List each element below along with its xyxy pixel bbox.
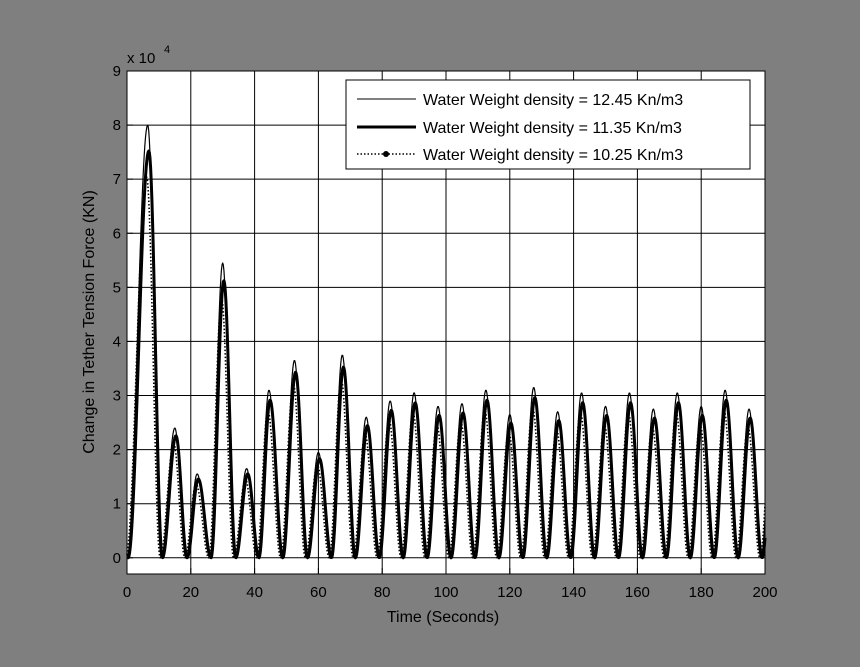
x-tick-label: 140 [561,584,586,601]
x-tick-label: 180 [689,584,714,601]
y-tick-label: 4 [113,333,121,350]
x-tick-label: 160 [625,584,650,601]
x-tick-label: 40 [246,584,263,601]
y-axis-title: Change in Tether Tension Force (KN) [81,190,98,454]
y-multiplier-base: x 10 [127,50,155,67]
x-tick-label: 100 [433,584,458,601]
x-tick-label: 200 [752,584,777,601]
x-tick-label: 120 [497,584,522,601]
y-tick-label: 5 [113,279,121,296]
y-tick-label: 0 [113,550,121,567]
y-tick-label: 3 [113,388,121,405]
x-tick-label: 80 [374,584,391,601]
series-line-11-35 [126,149,767,560]
series-lines [126,124,767,560]
legend-entry-1: Water Weight density = 12.45 Kn/m3 [423,92,683,109]
x-axis-title: Time (Seconds) [387,609,499,626]
y-tick-label: 9 [113,63,121,80]
ticks: 0 20 40 60 80 100 120 140 160 180 200 0 1 2 3 4 5 6 7 8 9 [113,63,778,601]
y-tick-label: 1 [113,496,121,513]
y-tick-label: 2 [113,442,121,459]
legend: Water Weight density = 12.45 Kn/m3 Water… [345,79,751,170]
y-tick-label: 7 [113,171,121,188]
legend-entry-2: Water Weight density = 11.35 Kn/m3 [423,120,682,137]
x-tick-label: 0 [123,584,131,601]
x-tick-label: 60 [310,584,327,601]
legend-entry-3: Water Weight density = 10.25 Kn/m3 [423,147,683,164]
series-line-10-25 [126,176,766,559]
y-tick-label: 8 [113,117,121,134]
y-multiplier-exponent: 4 [164,44,170,56]
x-tick-label: 20 [182,584,199,601]
y-tick-label: 6 [113,225,121,242]
legend-swatch-marker [383,151,389,157]
